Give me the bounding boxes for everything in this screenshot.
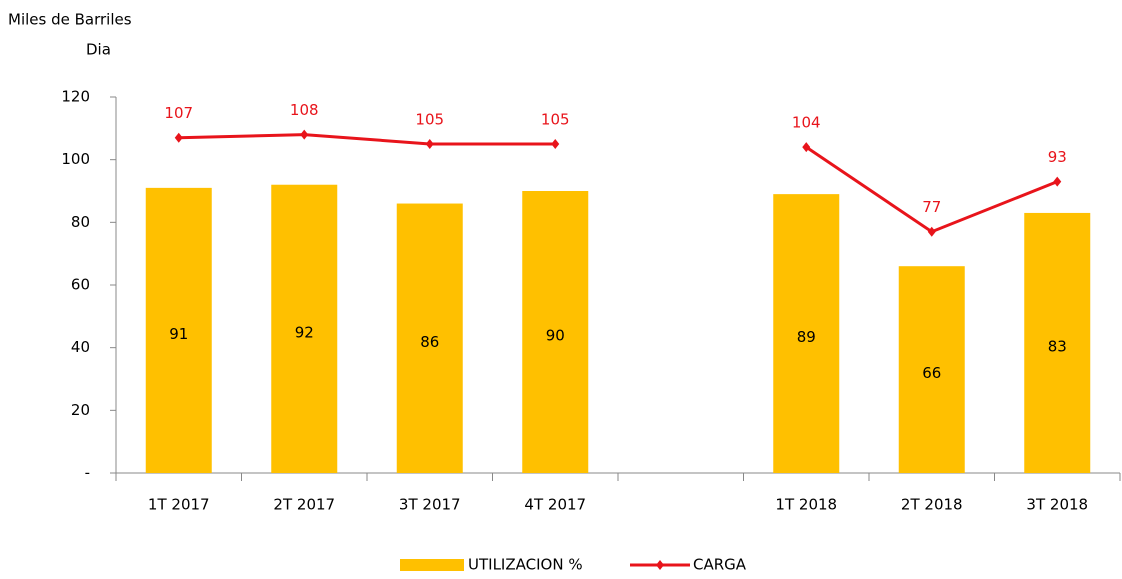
- legend-swatch: [400, 559, 464, 571]
- bar-value-label: 90: [546, 327, 565, 345]
- bar: [145, 187, 212, 473]
- y-tick-label: 100: [61, 150, 90, 168]
- x-tick-label: 1T 2017: [148, 496, 210, 514]
- line-marker: [174, 132, 183, 143]
- line-value-label: 105: [541, 111, 570, 129]
- bar: [1024, 212, 1091, 473]
- line-marker: [551, 139, 560, 149]
- bar: [271, 184, 338, 473]
- line-value-label: 107: [164, 104, 193, 122]
- bar-value-label: 91: [169, 325, 188, 343]
- line-value-label: 105: [415, 111, 444, 129]
- y-axis-label: Dia: [86, 41, 111, 59]
- y-tick-label: -: [85, 464, 90, 482]
- line-value-label: 108: [290, 101, 319, 119]
- bar-value-label: 83: [1048, 337, 1067, 355]
- bar-value-label: 92: [295, 323, 314, 341]
- x-tick-label: 2T 2017: [273, 496, 335, 514]
- legend-label: CARGA: [693, 556, 747, 574]
- x-tick-label: 1T 2018: [775, 496, 837, 514]
- line-marker: [927, 226, 936, 237]
- bar-value-label: 86: [420, 333, 439, 351]
- bar: [522, 191, 589, 473]
- y-tick-label: 20: [71, 401, 90, 419]
- line-value-label: 104: [792, 114, 821, 132]
- y-tick-label: 60: [71, 276, 90, 294]
- x-tick-label: 4T 2017: [524, 496, 586, 514]
- bar: [396, 203, 463, 474]
- line-value-label: 77: [922, 198, 941, 216]
- y-tick-label: 120: [61, 88, 90, 106]
- line-marker: [802, 142, 811, 153]
- bar: [773, 194, 840, 473]
- line-value-label: 93: [1048, 148, 1067, 166]
- bar-value-label: 66: [922, 364, 941, 382]
- bar-value-label: 89: [797, 328, 816, 346]
- y-tick-label: 40: [71, 338, 90, 356]
- x-tick-label: 2T 2018: [901, 496, 963, 514]
- line-marker: [425, 139, 434, 149]
- line-marker: [300, 129, 309, 140]
- x-tick-label: 3T 2017: [399, 496, 461, 514]
- y-tick-label: 80: [71, 213, 90, 231]
- bar: [898, 266, 965, 473]
- x-tick-label: 3T 2018: [1026, 496, 1088, 514]
- legend-marker: [656, 560, 664, 570]
- line-marker: [1053, 176, 1062, 187]
- y-axis-label: Miles de Barriles: [8, 11, 132, 29]
- legend-label: UTILIZACION %: [468, 556, 583, 574]
